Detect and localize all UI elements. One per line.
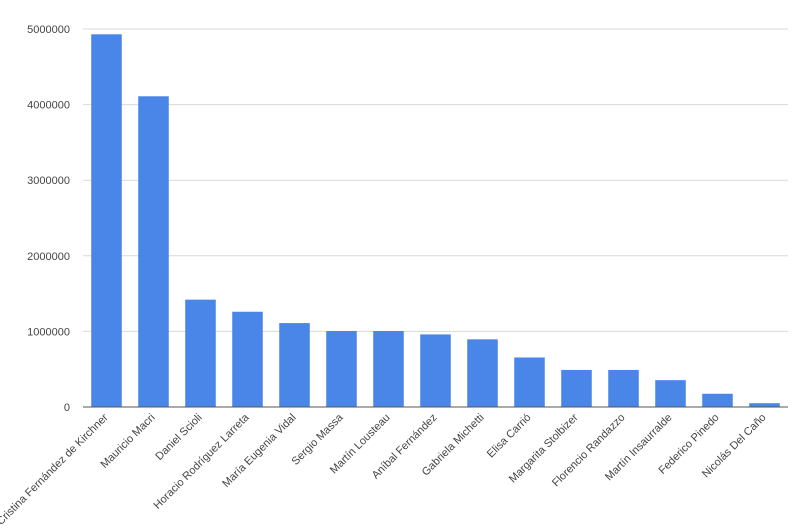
bar xyxy=(467,339,498,407)
x-category-label: Horacio Rodríguez Larreta xyxy=(151,411,252,512)
bar xyxy=(91,34,122,408)
bar xyxy=(702,393,733,407)
bar xyxy=(185,299,216,407)
bar xyxy=(420,334,451,407)
x-category-label: Daniel Scioli xyxy=(153,412,204,463)
y-tick-label: 4000000 xyxy=(27,100,70,112)
bar xyxy=(749,403,780,407)
y-tick-label: 5000000 xyxy=(27,24,70,36)
bar xyxy=(232,311,263,407)
bar xyxy=(326,331,357,407)
bar xyxy=(608,369,639,407)
y-tick-label: 1000000 xyxy=(27,326,70,338)
bar xyxy=(655,380,686,407)
bar xyxy=(138,96,169,407)
y-tick-label: 0 xyxy=(64,402,70,414)
bar xyxy=(561,369,592,407)
bar xyxy=(279,323,310,407)
y-axis-tick-labels: 0 1000000 2000000 3000000 4000000 5000000 xyxy=(27,24,70,414)
y-tick-label: 3000000 xyxy=(27,175,70,187)
bar xyxy=(514,357,545,407)
x-category-label: Cristina Fernández de Kirchner xyxy=(0,411,111,527)
gridlines xyxy=(83,28,788,332)
y-tick-label: 2000000 xyxy=(27,251,70,263)
bar xyxy=(373,331,404,407)
bars xyxy=(91,34,780,408)
x-category-label: Elisa Carrió xyxy=(485,412,534,461)
